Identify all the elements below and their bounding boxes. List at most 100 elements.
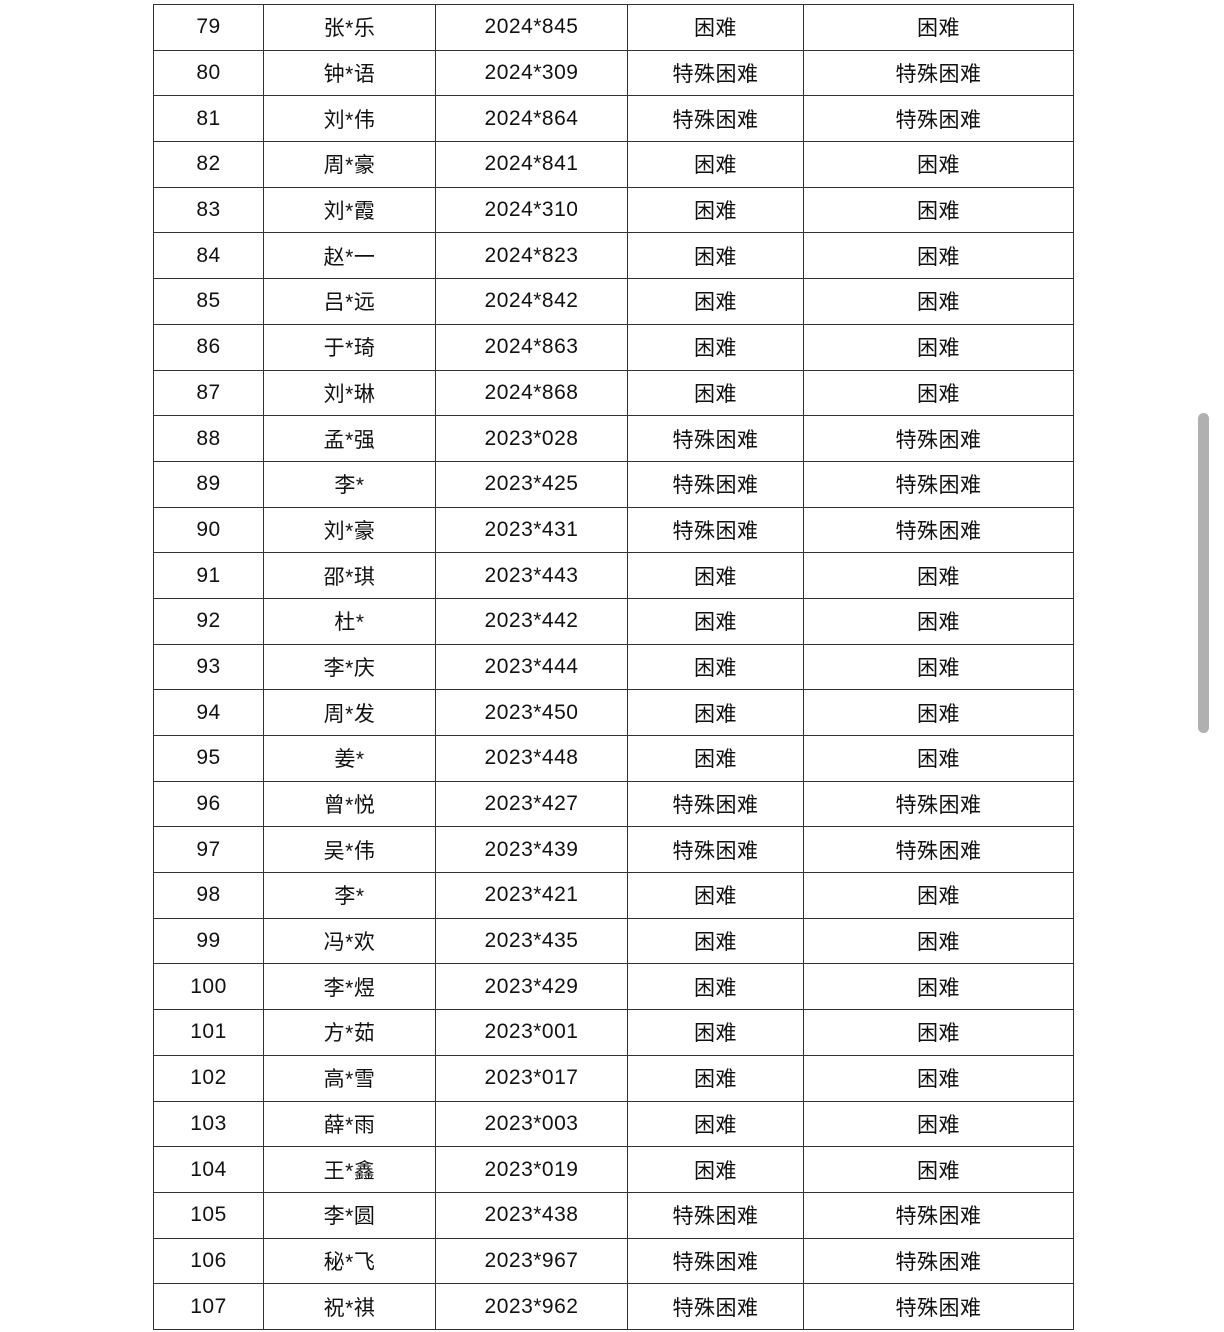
table-row: 81 刘*伟 2024*864 特殊困难 特殊困难 — [153, 95, 1074, 143]
cell-status-2: 特殊困难 — [803, 826, 1074, 874]
cell-status-2: 特殊困难 — [803, 95, 1074, 143]
cell-index: 88 — [153, 415, 264, 462]
cell-name: 周*发 — [263, 689, 436, 736]
cell-student-id: 2023*450 — [435, 689, 628, 736]
cell-status-2: 困难 — [803, 1009, 1074, 1056]
cell-student-id: 2023*438 — [435, 1191, 628, 1239]
cell-status-1: 特殊困难 — [627, 506, 804, 554]
cell-index: 105 — [153, 1191, 264, 1239]
cell-name: 邵*琪 — [263, 552, 436, 599]
cell-index: 99 — [153, 917, 264, 965]
table-row: 90 刘*豪 2023*431 特殊困难 特殊困难 — [153, 506, 1074, 554]
cell-student-id: 2023*444 — [435, 643, 628, 691]
table-row: 99 冯*欢 2023*435 困难 困难 — [153, 917, 1074, 965]
cell-status-1: 困难 — [627, 186, 804, 234]
cell-status-1: 特殊困难 — [627, 826, 804, 874]
cell-status-1: 困难 — [627, 917, 804, 965]
cell-index: 100 — [153, 963, 264, 1011]
cell-index: 106 — [153, 1237, 264, 1285]
table-row: 101 方*茹 2023*001 困难 困难 — [153, 1009, 1074, 1056]
cell-status-1: 困难 — [627, 323, 804, 371]
cell-status-2: 困难 — [803, 4, 1074, 51]
table-row: 98 李* 2023*421 困难 困难 — [153, 872, 1074, 919]
cell-status-2: 困难 — [803, 1100, 1074, 1148]
cell-student-id: 2023*003 — [435, 1100, 628, 1148]
table-row: 86 于*琦 2024*863 困难 困难 — [153, 323, 1074, 371]
cell-status-2: 困难 — [803, 963, 1074, 1011]
table-row: 84 赵*一 2024*823 困难 困难 — [153, 232, 1074, 280]
cell-index: 85 — [153, 278, 264, 325]
cell-index: 94 — [153, 689, 264, 736]
cell-student-id: 2023*017 — [435, 1054, 628, 1102]
cell-name: 李* — [263, 460, 436, 508]
cell-index: 91 — [153, 552, 264, 599]
cell-index: 107 — [153, 1283, 264, 1330]
cell-index: 97 — [153, 826, 264, 874]
cell-status-1: 特殊困难 — [627, 95, 804, 143]
cell-student-id: 2023*421 — [435, 872, 628, 919]
table-row: 91 邵*琪 2023*443 困难 困难 — [153, 552, 1074, 599]
cell-status-1: 特殊困难 — [627, 415, 804, 462]
cell-student-id: 2023*435 — [435, 917, 628, 965]
table-row: 104 王*鑫 2023*019 困难 困难 — [153, 1146, 1074, 1193]
cell-index: 104 — [153, 1146, 264, 1193]
cell-name: 刘*伟 — [263, 95, 436, 143]
cell-status-1: 困难 — [627, 689, 804, 736]
cell-status-1: 困难 — [627, 4, 804, 51]
cell-name: 曾*悦 — [263, 780, 436, 828]
cell-index: 102 — [153, 1054, 264, 1102]
cell-student-id: 2024*841 — [435, 141, 628, 188]
cell-status-1: 困难 — [627, 1054, 804, 1102]
cell-student-id: 2023*028 — [435, 415, 628, 462]
cell-status-2: 特殊困难 — [803, 1283, 1074, 1330]
cell-name: 李* — [263, 872, 436, 919]
cell-status-1: 困难 — [627, 1146, 804, 1193]
cell-index: 80 — [153, 49, 264, 97]
cell-status-1: 困难 — [627, 872, 804, 919]
cell-status-1: 困难 — [627, 1009, 804, 1056]
cell-student-id: 2023*442 — [435, 597, 628, 645]
scrollbar-thumb[interactable] — [1198, 413, 1209, 733]
cell-status-1: 特殊困难 — [627, 460, 804, 508]
cell-name: 方*茹 — [263, 1009, 436, 1056]
cell-name: 李*煜 — [263, 963, 436, 1011]
cell-status-1: 困难 — [627, 232, 804, 280]
table-row: 102 高*雪 2023*017 困难 困难 — [153, 1054, 1074, 1102]
cell-status-2: 特殊困难 — [803, 1191, 1074, 1239]
cell-status-1: 困难 — [627, 1100, 804, 1148]
cell-status-2: 特殊困难 — [803, 1237, 1074, 1285]
cell-status-2: 特殊困难 — [803, 780, 1074, 828]
cell-student-id: 2023*962 — [435, 1283, 628, 1330]
cell-status-2: 困难 — [803, 323, 1074, 371]
cell-index: 95 — [153, 735, 264, 782]
cell-status-2: 困难 — [803, 689, 1074, 736]
cell-index: 87 — [153, 369, 264, 417]
cell-name: 刘*豪 — [263, 506, 436, 554]
cell-status-2: 困难 — [803, 597, 1074, 645]
table-row: 106 秘*飞 2023*967 特殊困难 特殊困难 — [153, 1237, 1074, 1285]
cell-index: 93 — [153, 643, 264, 691]
table-body: 79 张*乐 2024*845 困难 困难 80 钟*语 2024*309 特殊困难 特殊困难 81… — [153, 4, 1074, 1330]
aid-students-table: 79 张*乐 2024*845 困难 困难 80 钟*语 2024*309 特殊困难 特殊困难 81… — [153, 4, 1074, 1330]
cell-status-2: 困难 — [803, 1146, 1074, 1193]
cell-status-1: 特殊困难 — [627, 1191, 804, 1239]
table-row: 83 刘*霞 2024*310 困难 困难 — [153, 186, 1074, 234]
cell-index: 82 — [153, 141, 264, 188]
cell-student-id: 2023*427 — [435, 780, 628, 828]
cell-name: 孟*强 — [263, 415, 436, 462]
cell-student-id: 2024*309 — [435, 49, 628, 97]
cell-student-id: 2023*019 — [435, 1146, 628, 1193]
cell-status-1: 特殊困难 — [627, 780, 804, 828]
cell-index: 79 — [153, 4, 264, 51]
cell-status-2: 困难 — [803, 735, 1074, 782]
cell-name: 王*鑫 — [263, 1146, 436, 1193]
cell-name: 吴*伟 — [263, 826, 436, 874]
cell-index: 101 — [153, 1009, 264, 1056]
cell-student-id: 2023*439 — [435, 826, 628, 874]
cell-name: 于*琦 — [263, 323, 436, 371]
cell-student-id: 2024*868 — [435, 369, 628, 417]
table-row: 105 李*圆 2023*438 特殊困难 特殊困难 — [153, 1191, 1074, 1239]
cell-student-id: 2023*001 — [435, 1009, 628, 1056]
cell-name: 秘*飞 — [263, 1237, 436, 1285]
cell-student-id: 2023*448 — [435, 735, 628, 782]
